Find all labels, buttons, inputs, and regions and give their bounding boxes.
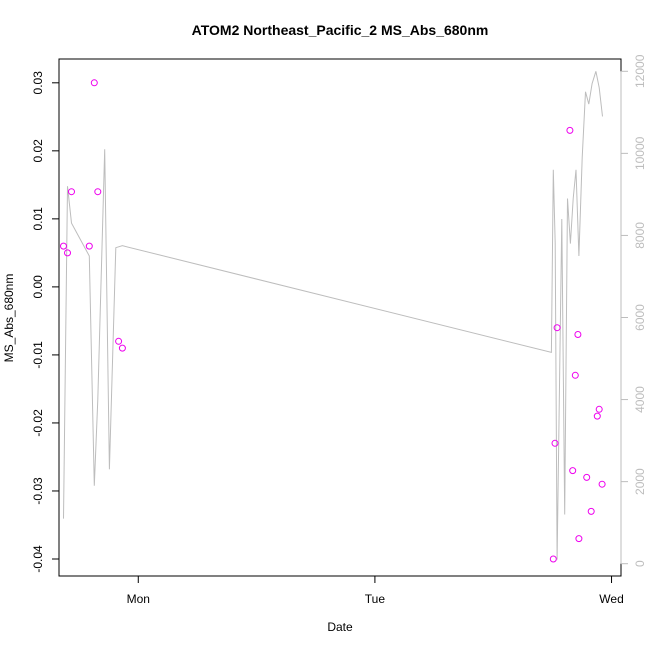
left-tick-label: -0.01 [31, 341, 45, 369]
series-line-layer [63, 71, 603, 560]
right-tick-label: 12000 [633, 54, 647, 88]
data-point [593, 412, 601, 420]
x-axis-label: Date [327, 620, 353, 634]
data-point [85, 242, 93, 250]
chart-title: ATOM2 Northeast_Pacific_2 MS_Abs_680nm [192, 22, 489, 38]
series-points-layer [60, 79, 606, 563]
data-point [571, 371, 579, 379]
right-tick-label: 8000 [633, 222, 647, 249]
bottom-tick-label: Tue [365, 592, 386, 606]
data-point [549, 555, 557, 563]
data-point [566, 126, 574, 134]
right-tick-label: 2000 [633, 468, 647, 495]
y-axis-label: MS_Abs_680nm [2, 274, 16, 363]
data-point [553, 324, 561, 332]
left-tick-label: -0.02 [31, 409, 45, 437]
data-point [583, 473, 591, 481]
data-point [551, 439, 559, 447]
data-point [574, 331, 582, 338]
left-axis: -0.04 -0.03 -0.02 -0.01 0.00 0.01 0.02 0.03 [31, 71, 60, 573]
data-point [64, 249, 71, 257]
data-point [569, 467, 577, 475]
data-point [575, 535, 583, 543]
data-point [94, 188, 102, 196]
right-tick-label: 4000 [633, 386, 647, 413]
bottom-axis: Mon Tue Wed [127, 575, 624, 606]
left-tick-label: -0.03 [31, 477, 45, 505]
left-tick-label: 0.01 [31, 207, 45, 231]
data-point [587, 507, 595, 515]
data-point [60, 242, 67, 250]
data-point [68, 188, 75, 196]
left-tick-label: 0.03 [31, 71, 45, 95]
bottom-tick-label: Mon [127, 592, 150, 606]
left-tick-label: -0.04 [31, 545, 45, 573]
right-tick-label: 0 [633, 560, 647, 567]
data-point [90, 79, 98, 87]
right-tick-label: 10000 [633, 136, 647, 170]
plot-frame [58, 58, 622, 577]
right-tick-label: 6000 [633, 304, 647, 331]
data-point [595, 405, 603, 413]
data-point [118, 344, 126, 352]
data-point [598, 480, 606, 488]
series-line-0 [63, 71, 603, 560]
left-tick-label: 0.00 [31, 275, 45, 299]
data-point [115, 337, 123, 345]
right-axis: 0 2000 4000 6000 8000 10000 12000 [620, 54, 647, 567]
left-tick-label: 0.02 [31, 139, 45, 163]
bottom-tick-label: Wed [599, 592, 623, 606]
